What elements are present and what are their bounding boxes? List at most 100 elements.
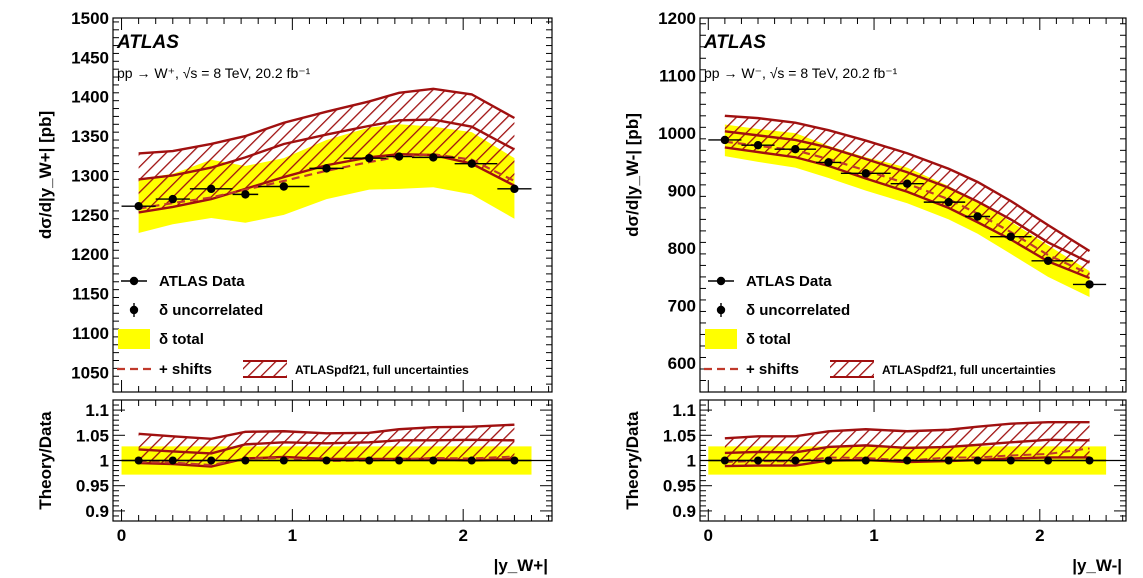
ratio-y-tick-label: 0.9 [85, 502, 109, 521]
y-axis-title: dσ/d|y_W-| [pb] [623, 113, 642, 237]
plot-area [708, 114, 1107, 298]
process-label: pp → W⁻, √s = 8 TeV, 20.2 fb⁻¹ [704, 65, 898, 81]
y-tick-label: 700 [668, 297, 696, 316]
legend-data-label: ATLAS Data [746, 273, 832, 290]
ratio-data-point [1044, 456, 1053, 465]
ratio-data-point [134, 456, 143, 465]
data-point [720, 135, 730, 145]
legend-data-marker [129, 276, 139, 286]
data-point [753, 140, 763, 150]
theory-band-edge-mid [138, 118, 515, 181]
legend-uncorr-marker [716, 305, 726, 315]
ratio-data-point [791, 456, 800, 465]
y-tick-label: 1200 [658, 9, 696, 28]
ratio-data-point [720, 456, 729, 465]
legend-uncorr-label: δ uncorrelated [746, 302, 850, 319]
ratio-data-point [279, 456, 288, 465]
legend-data-label: ATLAS Data [159, 273, 245, 290]
ratio-theory-hi-edge [724, 420, 1090, 440]
left-panel: 1050 1100 1150 1200 1250 1300 1350 1400 1450 1500… [36, 9, 553, 575]
ratio-y-tick-label: 1.1 [672, 401, 696, 420]
legend-total-label: δ total [746, 331, 791, 348]
ratio-y-tick-label: 1 [687, 452, 696, 471]
theory-band-edge-hi [138, 87, 516, 155]
y-tick-label: 1400 [71, 88, 109, 107]
legend-theory-label: ATLASpdf21, full uncertainties [882, 363, 1056, 377]
legend-data-marker [716, 276, 726, 286]
y-tick-label: 1100 [72, 324, 109, 343]
legend-theory-swatch [243, 361, 287, 377]
ratio-data-point [903, 456, 912, 465]
legend-total-label: δ total [159, 331, 204, 348]
data-point [365, 153, 374, 163]
data-point [207, 184, 216, 194]
data-point [1085, 280, 1094, 289]
y-tick-label: 1500 [71, 9, 109, 28]
data-point [510, 184, 519, 194]
legend-shift-label: + shifts [746, 361, 799, 378]
ratio-theory-hi-edge [138, 423, 515, 441]
ratio-theory-mid-edge [724, 438, 1090, 455]
legend-total-swatch [705, 329, 737, 349]
ratio-y-tick-label: 0.95 [663, 477, 696, 496]
data-point [944, 197, 953, 207]
data-point [973, 212, 982, 221]
y-tick-label: 1450 [71, 48, 109, 67]
legend-theory-label: ATLASpdf21, full uncertainties [295, 363, 469, 377]
right-panel: 600 700 800 900 1000 1100 1200 dσ/d|y_W-| [pb] A… [623, 9, 1127, 575]
data-point [279, 182, 289, 191]
data-point [394, 152, 404, 161]
y-tick-label: 1100 [659, 67, 696, 86]
y-axis-title: dσ/d|y_W+| [pb] [36, 111, 55, 239]
ratio-data-point [510, 456, 519, 465]
ratio-area [700, 420, 1126, 475]
ratio-data-point [429, 456, 438, 465]
ratio-y-axis-title: Theory/Data [623, 411, 642, 510]
atlas-label: ATLAS [703, 32, 766, 53]
data-point [1006, 232, 1015, 241]
ratio-data-point [241, 456, 250, 465]
ratio-data-point [1006, 456, 1015, 465]
legend-shift-label: + shifts [159, 361, 212, 378]
ratio-y-tick-label: 1 [100, 452, 109, 471]
legend-uncorr-label: δ uncorrelated [159, 302, 263, 319]
x-tick-label: 2 [458, 526, 467, 545]
y-tick-label: 900 [668, 182, 696, 201]
x-tick-label: 2 [1035, 526, 1044, 545]
data-point [467, 159, 476, 168]
data-point [861, 169, 870, 178]
data-point [791, 144, 800, 154]
ratio-data-point [395, 456, 404, 465]
legend-theory-swatch [830, 361, 874, 377]
ratio-data-point [207, 456, 216, 465]
x-axis-title: |y_W+| [494, 556, 548, 575]
plot-area [121, 87, 532, 233]
process-label: pp → W⁺, √s = 8 TeV, 20.2 fb⁻¹ [117, 65, 311, 81]
ratio-y-tick-label: 1.05 [76, 426, 109, 445]
ratio-data-point [365, 456, 374, 465]
theory-band-edge-mid [724, 130, 1091, 264]
atlas-label: ATLAS [116, 32, 179, 53]
y-tick-label: 1000 [658, 124, 696, 143]
theory-band-edge-lo [724, 146, 1090, 280]
data-point [322, 164, 331, 173]
y-tick-label: 1150 [72, 285, 109, 304]
ratio-y-tick-label: 1.1 [85, 401, 109, 420]
legend: ATLAS Data δ uncorrelated δ total + shifts A… [704, 273, 1056, 378]
total-uncertainty-band [724, 124, 1090, 298]
data-point [902, 179, 912, 188]
y-tick-label: 1050 [71, 363, 109, 382]
theory-band-edge-hi [724, 114, 1091, 253]
legend: ATLAS Data δ uncorrelated δ total + shifts A… [117, 273, 469, 378]
ratio-data-point [467, 456, 476, 465]
ratio-data-point [168, 456, 177, 465]
x-tick-label: 1 [288, 526, 297, 545]
plot-frame [112, 17, 553, 393]
data-point [168, 194, 177, 204]
data-point [824, 158, 833, 167]
plot-frame [699, 17, 1127, 393]
data-point [1043, 256, 1053, 266]
ratio-plot: 0.9 0.95 1 1.05 1.1 0 1 2 Theory/Data |y_W-| [623, 399, 1127, 575]
ratio-data-point [944, 456, 953, 465]
